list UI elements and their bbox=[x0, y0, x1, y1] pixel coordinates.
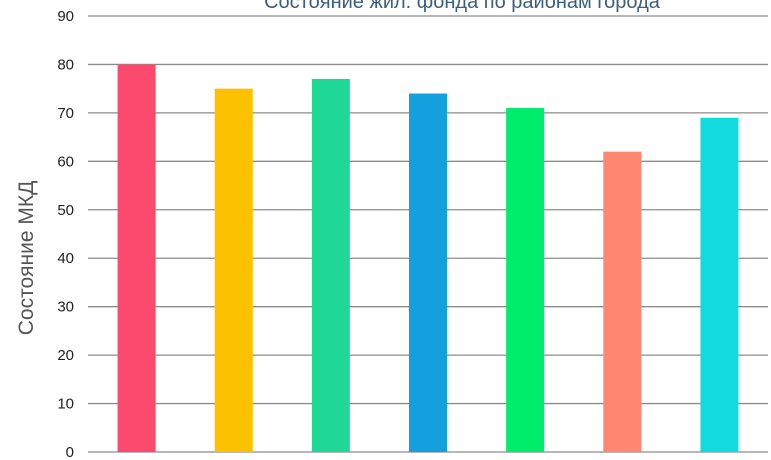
y-tick-label: 20 bbox=[57, 347, 74, 364]
y-tick-label: 30 bbox=[57, 299, 74, 316]
y-tick-label: 60 bbox=[57, 153, 74, 170]
bar bbox=[214, 88, 253, 453]
y-tick-label: 40 bbox=[57, 250, 74, 267]
y-tick-label: 50 bbox=[57, 202, 74, 219]
bar bbox=[409, 93, 447, 452]
bar bbox=[700, 117, 739, 452]
y-tick-label: 80 bbox=[57, 56, 74, 73]
y-axis-ticks: 0 10 20 30 40 50 60 70 80 90 bbox=[57, 8, 74, 460]
y-tick-label: 0 bbox=[66, 444, 74, 460]
y-tick-label: 70 bbox=[57, 105, 74, 122]
bar bbox=[603, 151, 642, 452]
y-tick-label: 10 bbox=[57, 396, 74, 413]
y-tick-label: 90 bbox=[57, 8, 74, 25]
bar bbox=[117, 64, 156, 452]
bar bbox=[506, 108, 545, 453]
y-axis-label: Состояние МКД bbox=[15, 181, 38, 336]
bars bbox=[117, 64, 739, 453]
chart-title: Состояние жил. фонда по районам города bbox=[264, 0, 661, 13]
bar bbox=[311, 78, 350, 452]
